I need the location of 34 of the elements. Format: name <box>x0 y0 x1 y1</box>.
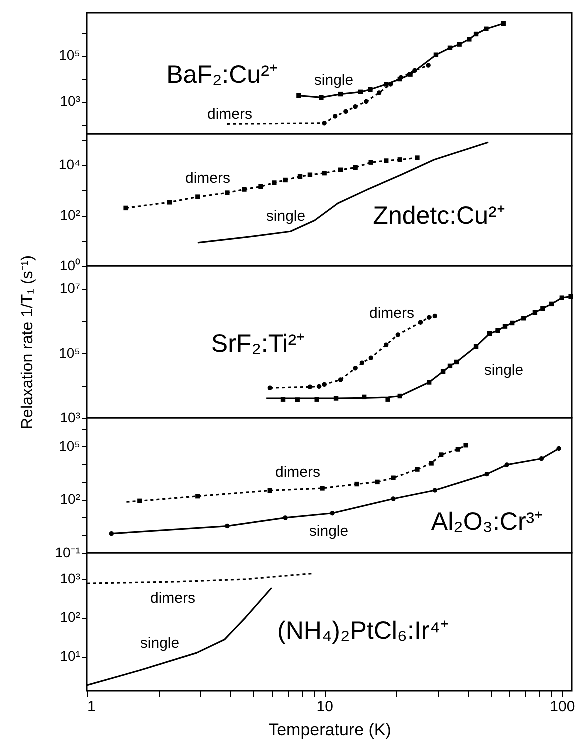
x-tick-label: 10 <box>316 698 334 716</box>
text: BaF₂:Cu²⁺ <box>166 61 278 89</box>
series-label: dimers <box>185 170 231 187</box>
series-label: single <box>140 635 180 652</box>
series-label: dimers <box>150 590 196 607</box>
y-axis-title: Relaxation rate 1/T₁ (s⁻¹) <box>20 255 36 430</box>
y-tick-label: 10³ <box>60 410 81 426</box>
y-tick-label: 10² <box>60 491 81 508</box>
series-label: dimers <box>207 106 253 123</box>
y-tick-label: 10¹ <box>60 648 81 664</box>
series-label: single <box>314 72 354 89</box>
series-label: single <box>266 208 306 225</box>
y-tick-label: 10⁵ <box>59 344 80 361</box>
text: SrF₂:Ti²⁺ <box>211 330 305 358</box>
x-axis-title: Temperature (K) <box>268 720 392 740</box>
series-label: single <box>484 362 524 379</box>
series-label: dimers <box>369 305 415 322</box>
text: (NH₄)₂PtCl₆:Ir⁴⁺ <box>278 617 448 645</box>
y-tick-label: 10⁷ <box>60 280 80 296</box>
y-tick-label: 10⁰ <box>60 258 80 274</box>
y-tick-label: 10² <box>60 609 81 626</box>
x-tick-label: 1 <box>88 698 96 716</box>
y-tick-label: 10⁵ <box>59 47 80 64</box>
series-label: single <box>309 523 349 540</box>
y-tick-label: 10² <box>60 207 81 224</box>
text: Al₂O₃:Cr³⁺ <box>431 508 543 536</box>
y-tick-label: 10⁵ <box>59 438 80 454</box>
series-label: dimers <box>275 464 321 481</box>
y-tick-label: 10⁴ <box>58 156 80 173</box>
y-tick-label: 10⁻¹ <box>55 544 81 560</box>
y-tick-label: 10³ <box>60 570 81 586</box>
text: Zndetc:Cu²⁺ <box>373 202 505 230</box>
x-tick-label: 100 <box>550 698 576 716</box>
y-tick-label: 10³ <box>60 93 81 110</box>
